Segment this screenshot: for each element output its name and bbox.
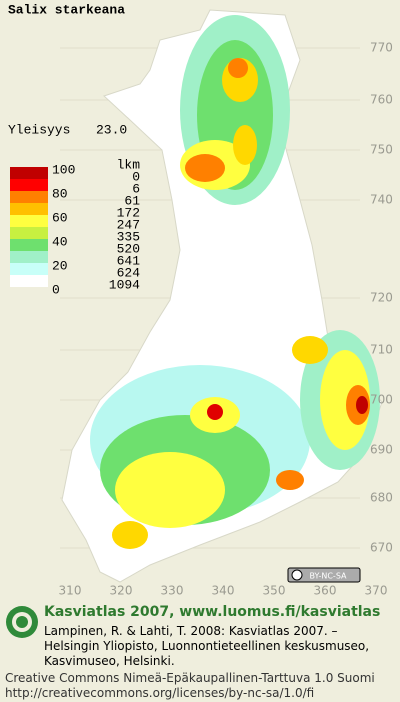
count-header: lkm (117, 157, 141, 172)
legend-count: 0 (132, 169, 140, 184)
frequency-label: Yleisyys (8, 122, 70, 137)
legend-count: 520 (117, 241, 140, 256)
legend-count: 172 (117, 205, 140, 220)
license-badge-text: BY-NC-SA (309, 572, 347, 581)
easting-label: 310 (59, 584, 82, 598)
legend-scale-label: 60 (52, 210, 68, 225)
northing-label: 740 (370, 193, 393, 207)
northing-label: 670 (370, 541, 393, 555)
citation-line: Lampinen, R. & Lahti, T. 2008: Kasviatla… (44, 624, 338, 638)
legend-count: 247 (117, 217, 140, 232)
legend-swatch (10, 191, 48, 203)
legend-swatch (10, 251, 48, 263)
easting-label: 320 (110, 584, 133, 598)
license-line: Creative Commons Nimeä-Epäkaupallinen-Ta… (5, 671, 375, 685)
legend-swatch (10, 167, 48, 179)
legend-swatch (10, 239, 48, 251)
legend-scale-label: 40 (52, 234, 68, 249)
legend-swatch (10, 203, 48, 215)
northing-label: 770 (370, 41, 393, 55)
legend-count: 335 (117, 229, 140, 244)
easting-label: 370 (365, 584, 388, 598)
easting-label: 340 (212, 584, 235, 598)
site-title: Kasviatlas 2007, www.luomus.fi/kasviatla… (44, 604, 381, 620)
legend-count: 624 (117, 265, 141, 280)
legend-swatch (10, 215, 48, 227)
map-panel: Salix starkeana Yleisyys 23.0 lkm 100 80 6… (8, 2, 393, 598)
legend-count: 61 (124, 193, 140, 208)
axes: 770 760 750 740 720 710 700 690 680 670 310 320 330 3… (59, 41, 393, 598)
citation-line: Helsingin Yliopisto, Luonnontieteellinen… (44, 639, 370, 653)
legend-count: 1094 (109, 277, 140, 292)
northing-label: 690 (370, 443, 393, 457)
legend-scale-label: 100 (52, 162, 75, 177)
legend-scale-label: 20 (52, 258, 68, 273)
legend-swatch (10, 275, 48, 287)
license-badge: BY-NC-SA (287, 567, 361, 583)
legend-swatch (10, 263, 48, 275)
easting-label: 330 (161, 584, 184, 598)
legend-swatch (10, 227, 48, 239)
easting-label: 360 (314, 584, 337, 598)
occurrence-patches (90, 15, 380, 549)
license-line: http://creativecommons.org/licenses/by-n… (5, 686, 315, 700)
northing-label: 760 (370, 93, 393, 107)
legend-count: 6 (132, 181, 140, 196)
logo (6, 606, 38, 638)
northing-label: 710 (370, 343, 393, 357)
legend-count: 641 (117, 253, 141, 268)
northing-label: 700 (370, 393, 393, 407)
northing-label: 680 (370, 491, 393, 505)
easting-label: 350 (263, 584, 286, 598)
legend-scale-label: 80 (52, 186, 68, 201)
northing-label: 750 (370, 143, 393, 157)
citation-line: Kasvimuseo, Helsinki. (44, 654, 175, 668)
legend-scale-label: 0 (52, 282, 60, 297)
frequency-value: 23.0 (96, 122, 127, 137)
species-title: Salix starkeana (8, 2, 125, 17)
legend-swatch (10, 179, 48, 191)
northing-label: 720 (370, 291, 393, 305)
